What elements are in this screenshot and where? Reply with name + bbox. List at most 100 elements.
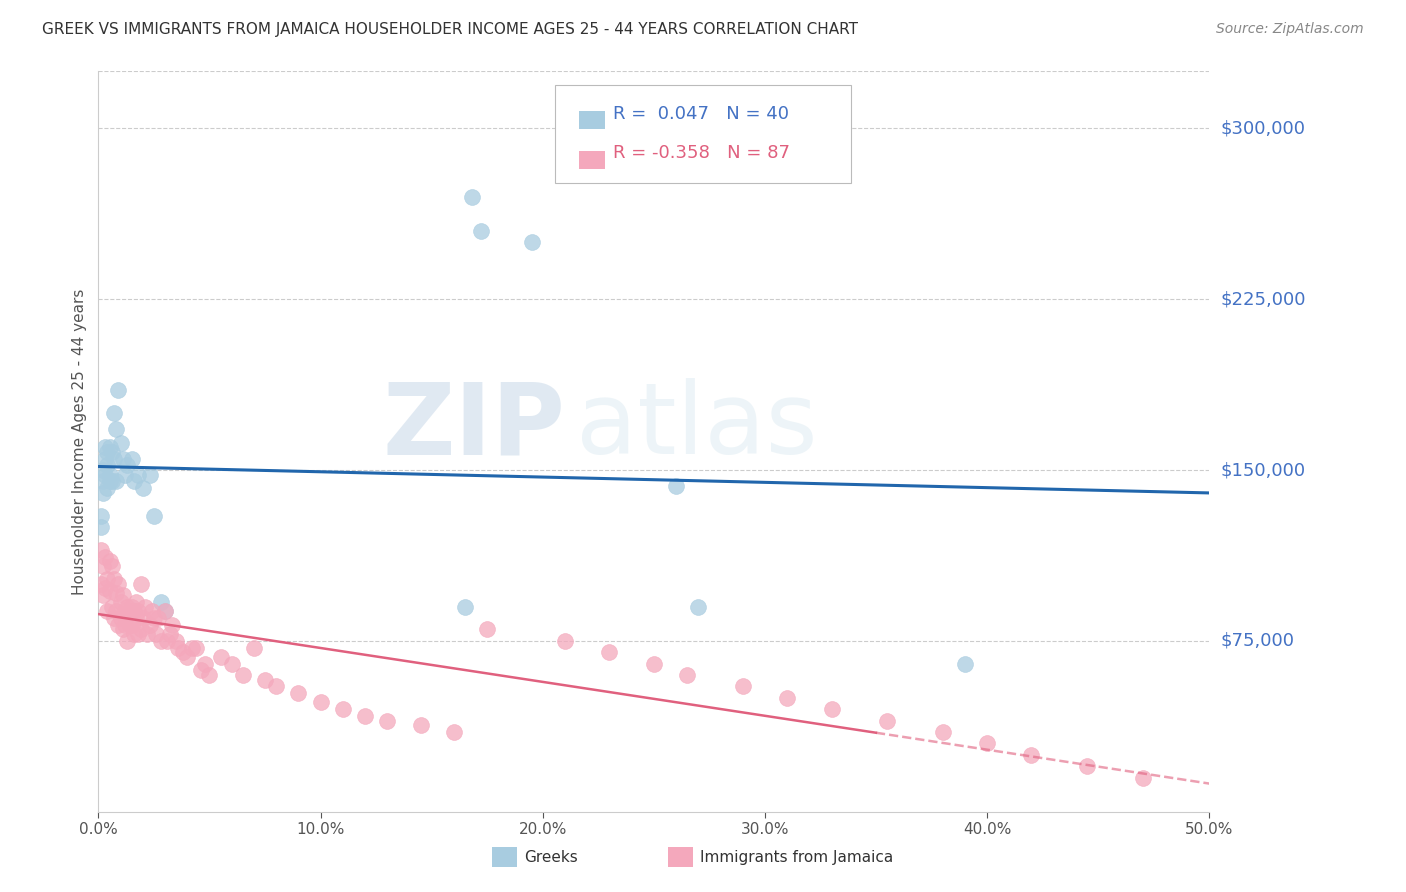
Point: [96, 604, 118, 618]
Point: [160, 618, 183, 632]
Point: [1076, 759, 1098, 773]
Point: [287, 686, 309, 700]
Point: [976, 736, 998, 750]
Point: [143, 611, 166, 625]
Point: [121, 599, 143, 614]
Point: [107, 384, 129, 398]
Point: [136, 627, 159, 641]
Point: [94, 440, 117, 454]
Point: [122, 627, 145, 641]
Point: [475, 623, 498, 637]
Point: [676, 668, 699, 682]
Point: [138, 618, 160, 632]
Point: [98, 475, 121, 489]
Point: [149, 595, 172, 609]
Point: [90, 520, 112, 534]
Point: [688, 599, 710, 614]
Point: [643, 657, 665, 671]
Point: [94, 549, 117, 564]
Point: [121, 618, 143, 632]
Point: [117, 633, 139, 648]
Point: [665, 479, 688, 493]
Point: [598, 645, 620, 659]
Text: $225,000: $225,000: [1220, 290, 1306, 308]
Point: [96, 444, 118, 458]
Point: [159, 627, 181, 641]
Point: [931, 725, 953, 739]
Point: [375, 714, 398, 728]
Point: [105, 475, 128, 489]
Point: [253, 673, 276, 687]
Point: [156, 633, 179, 648]
Point: [1021, 747, 1043, 762]
Point: [98, 583, 121, 598]
Point: [122, 475, 145, 489]
Point: [443, 725, 465, 739]
Point: [153, 604, 176, 618]
Point: [145, 627, 167, 641]
Point: [554, 633, 576, 648]
Point: [125, 611, 148, 625]
Point: [172, 645, 194, 659]
Point: [111, 588, 134, 602]
Point: [103, 573, 125, 587]
Point: [90, 577, 112, 591]
Point: [91, 485, 114, 500]
Point: [134, 599, 156, 614]
Point: [127, 604, 149, 618]
Point: [91, 588, 114, 602]
Point: [221, 657, 243, 671]
Point: [98, 440, 121, 454]
Point: [105, 586, 128, 600]
Point: [180, 640, 202, 655]
Text: $150,000: $150,000: [1220, 461, 1305, 479]
Point: [198, 668, 221, 682]
Point: [460, 189, 482, 203]
Point: [94, 467, 117, 482]
Point: [107, 618, 129, 632]
Point: [820, 702, 842, 716]
Point: [209, 649, 232, 664]
Point: [194, 657, 217, 671]
Point: [1132, 771, 1154, 785]
Point: [148, 611, 170, 625]
Point: [96, 573, 118, 587]
Point: [176, 649, 198, 664]
Point: [953, 657, 976, 671]
Point: [111, 623, 134, 637]
Text: R =  0.047   N = 40: R = 0.047 N = 40: [613, 105, 789, 123]
Point: [118, 604, 141, 618]
Point: [91, 558, 114, 573]
Text: atlas: atlas: [576, 378, 818, 475]
Point: [105, 422, 128, 436]
Point: [138, 467, 160, 482]
Point: [264, 680, 287, 694]
Point: [143, 508, 166, 523]
Text: Greeks: Greeks: [524, 850, 578, 864]
Point: [96, 481, 118, 495]
Point: [105, 604, 128, 618]
Point: [127, 467, 149, 482]
Text: ZIP: ZIP: [382, 378, 565, 475]
Point: [100, 444, 122, 458]
Point: [309, 695, 332, 709]
Point: [96, 458, 118, 473]
Text: $300,000: $300,000: [1220, 120, 1305, 137]
Text: GREEK VS IMMIGRANTS FROM JAMAICA HOUSEHOLDER INCOME AGES 25 - 44 YEARS CORRELATI: GREEK VS IMMIGRANTS FROM JAMAICA HOUSEHO…: [42, 22, 858, 37]
Point: [354, 709, 377, 723]
Point: [167, 640, 190, 655]
Point: [132, 611, 155, 625]
Text: R = -0.358   N = 87: R = -0.358 N = 87: [613, 145, 790, 162]
Point: [165, 633, 187, 648]
Point: [90, 542, 112, 557]
Point: [100, 475, 122, 489]
Point: [90, 508, 112, 523]
Point: [98, 467, 121, 482]
Point: [454, 599, 477, 614]
Point: [91, 463, 114, 477]
Point: [129, 623, 152, 637]
Point: [132, 481, 155, 495]
Point: [114, 618, 136, 632]
Point: [127, 627, 149, 641]
Point: [114, 467, 136, 482]
